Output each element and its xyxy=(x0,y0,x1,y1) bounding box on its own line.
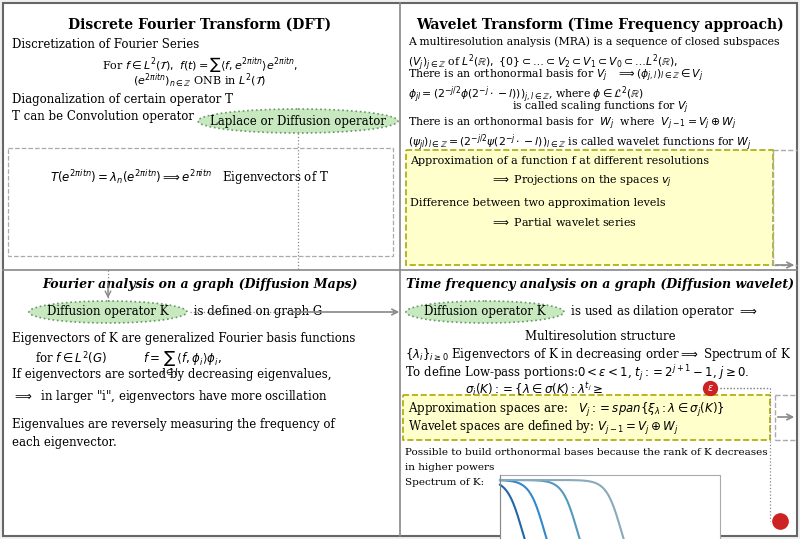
Text: There is an orthonormal basis for $V_j$   $\Longrightarrow(\phi_{j,l})_{l\in\mat: There is an orthonormal basis for $V_j$ … xyxy=(408,68,703,85)
FancyBboxPatch shape xyxy=(406,150,773,265)
Text: in higher powers: in higher powers xyxy=(405,463,494,472)
Text: $\varepsilon$: $\varepsilon$ xyxy=(706,383,714,393)
Text: $(\psi_{jl})_{l\in\mathbb{Z}}=(2^{-j/2}\psi(2^{-j}\cdot-l))_{l\in\mathbb{Z}}$ is: $(\psi_{jl})_{l\in\mathbb{Z}}=(2^{-j/2}\… xyxy=(408,132,751,153)
Text: Approximation of a function f at different resolutions: Approximation of a function f at differe… xyxy=(410,156,709,166)
Text: Approximation spaces are:   $V_j:=span\{\xi_\lambda:\lambda\in\sigma_j(K)\}$: Approximation spaces are: $V_j:=span\{\x… xyxy=(408,401,725,419)
Text: is used as dilation operator $\Longrightarrow$: is used as dilation operator $\Longright… xyxy=(567,303,758,321)
Text: If eigenvectors are sorted by decreasing eigenvalues,: If eigenvectors are sorted by decreasing… xyxy=(12,368,331,381)
FancyBboxPatch shape xyxy=(500,475,720,539)
Ellipse shape xyxy=(406,301,564,323)
Text: Eigenvectors of K are generalized Fourier basis functions: Eigenvectors of K are generalized Fourie… xyxy=(12,332,355,345)
FancyBboxPatch shape xyxy=(403,395,770,440)
Text: Discrete Fourier Transform (DFT): Discrete Fourier Transform (DFT) xyxy=(69,18,331,32)
Text: To define Low-pass portions:$0<\varepsilon<1$, $t_j:=2^{j+1}-1$, $j\geq0.$: To define Low-pass portions:$0<\varepsil… xyxy=(405,363,750,383)
Text: Fourier analysis on a graph (Diffusion Maps): Fourier analysis on a graph (Diffusion M… xyxy=(42,278,358,291)
Text: $\phi_{jl}=(2^{-j/2}\phi(2^{-j}\cdot-l)))_{j,l\in\mathbb{Z}}$, where $\phi\in\ma: $\phi_{jl}=(2^{-j/2}\phi(2^{-j}\cdot-l))… xyxy=(408,84,643,105)
Text: T can be Convolution operator: T can be Convolution operator xyxy=(12,110,194,123)
Text: $\Longrightarrow$ Partial wavelet series: $\Longrightarrow$ Partial wavelet series xyxy=(490,216,637,228)
Text: Spectrum of K:: Spectrum of K: xyxy=(405,478,484,487)
Text: Wavelet spaces are defined by: $V_{j-1}=V_j\oplus W_j$: Wavelet spaces are defined by: $V_{j-1}=… xyxy=(408,419,678,437)
Ellipse shape xyxy=(198,109,398,133)
Text: Difference between two approximation levels: Difference between two approximation lev… xyxy=(410,198,666,208)
Text: Eigenvalues are reversely measuring the frequency of: Eigenvalues are reversely measuring the … xyxy=(12,418,334,431)
Ellipse shape xyxy=(29,301,187,323)
Text: $(e^{2\pi itn})_{n\in\mathbb{Z}}$ ONB in $L^2(\mathcal{T})$: $(e^{2\pi itn})_{n\in\mathbb{Z}}$ ONB in… xyxy=(134,72,266,90)
Text: Time frequency analysis on a graph (Diffusion wavelet): Time frequency analysis on a graph (Diff… xyxy=(406,278,794,291)
Text: $\Longrightarrow$ Projections on the spaces $v_j$: $\Longrightarrow$ Projections on the spa… xyxy=(490,174,672,190)
Text: A multiresolution analysis (MRA) is a sequence of closed subspaces: A multiresolution analysis (MRA) is a se… xyxy=(408,36,779,46)
Text: for $f\in L^2(G)$          $f=\sum_{i\in I}\langle f,\phi_i\rangle\phi_i,$: for $f\in L^2(G)$ $f=\sum_{i\in I}\langl… xyxy=(35,350,222,378)
Text: For $f \in L^2(\mathcal{T}),\ f(t)=\sum\langle f,e^{2\pi itn}\rangle e^{2\pi itn: For $f \in L^2(\mathcal{T}),\ f(t)=\sum\… xyxy=(102,55,298,74)
Text: Wavelet Transform (Time Frequency approach): Wavelet Transform (Time Frequency approa… xyxy=(416,18,784,32)
Text: $\{\lambda_i\}_{i\geq0}$ Eigenvectors of K in decreasing order$\Longrightarrow$ : $\{\lambda_i\}_{i\geq0}$ Eigenvectors of… xyxy=(405,346,791,363)
Text: Diffusion operator K: Diffusion operator K xyxy=(47,306,169,319)
Text: is called scaling functions for $V_j$: is called scaling functions for $V_j$ xyxy=(512,100,688,116)
Text: Diagonalization of certain operator T: Diagonalization of certain operator T xyxy=(12,93,233,106)
FancyBboxPatch shape xyxy=(3,3,797,536)
Text: $T(e^{2\pi itn})=\lambda_n(e^{2\pi itn})\Longrightarrow e^{2\pi itn}$   Eigenvec: $T(e^{2\pi itn})=\lambda_n(e^{2\pi itn})… xyxy=(50,168,329,187)
Text: each eigenvector.: each eigenvector. xyxy=(12,436,117,449)
Text: Diffusion operator K: Diffusion operator K xyxy=(424,306,546,319)
Text: Possible to build orthonormal bases because the rank of K decreases: Possible to build orthonormal bases beca… xyxy=(405,448,768,457)
Text: is defined on graph G: is defined on graph G xyxy=(190,306,322,319)
Text: Discretization of Fourier Series: Discretization of Fourier Series xyxy=(12,38,199,51)
Text: $\sigma_i(K):=\{\lambda\in\sigma(K):\lambda^{t_j}\geq$: $\sigma_i(K):=\{\lambda\in\sigma(K):\lam… xyxy=(465,380,603,398)
Text: $\Longrightarrow$  in larger "i", eigenvectors have more oscillation: $\Longrightarrow$ in larger "i", eigenve… xyxy=(12,388,327,405)
Text: Multiresolution structure: Multiresolution structure xyxy=(525,330,675,343)
Text: Laplace or Diffusion operator: Laplace or Diffusion operator xyxy=(210,114,386,128)
Text: $(V_j)_{j\in\mathbb{Z}}$ of $L^2(\mathbb{R}),\ \{0\}\subset\ldots\subset V_2\sub: $(V_j)_{j\in\mathbb{Z}}$ of $L^2(\mathbb… xyxy=(408,52,678,73)
Text: There is an orthonormal basis for  $W_j$  where  $V_{j-1}=V_j\oplus W_j$: There is an orthonormal basis for $W_j$ … xyxy=(408,116,737,133)
